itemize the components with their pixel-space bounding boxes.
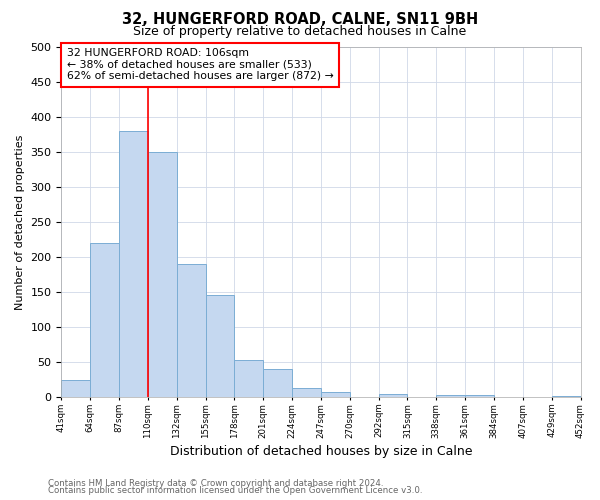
Y-axis label: Number of detached properties: Number of detached properties (15, 134, 25, 310)
Text: 32 HUNGERFORD ROAD: 106sqm
← 38% of detached houses are smaller (533)
62% of sem: 32 HUNGERFORD ROAD: 106sqm ← 38% of deta… (67, 48, 334, 82)
Bar (148, 152, 177, 397)
Bar (292, 388, 321, 397)
Text: Contains HM Land Registry data © Crown copyright and database right 2024.: Contains HM Land Registry data © Crown c… (48, 478, 383, 488)
Bar (235, 360, 263, 397)
Bar (206, 296, 235, 397)
Bar (551, 396, 581, 397)
X-axis label: Distribution of detached houses by size in Calne: Distribution of detached houses by size … (170, 444, 472, 458)
Bar (90, 243, 119, 397)
Text: Contains public sector information licensed under the Open Government Licence v3: Contains public sector information licen… (48, 486, 422, 495)
Text: 32, HUNGERFORD ROAD, CALNE, SN11 9BH: 32, HUNGERFORD ROAD, CALNE, SN11 9BH (122, 12, 478, 28)
Bar (177, 264, 206, 397)
Bar (119, 130, 148, 397)
Text: Size of property relative to detached houses in Calne: Size of property relative to detached ho… (133, 25, 467, 38)
Bar (379, 394, 407, 397)
Bar (436, 395, 465, 397)
Bar (61, 380, 90, 397)
Bar (263, 369, 292, 397)
Bar (465, 395, 494, 397)
Bar (321, 392, 350, 397)
